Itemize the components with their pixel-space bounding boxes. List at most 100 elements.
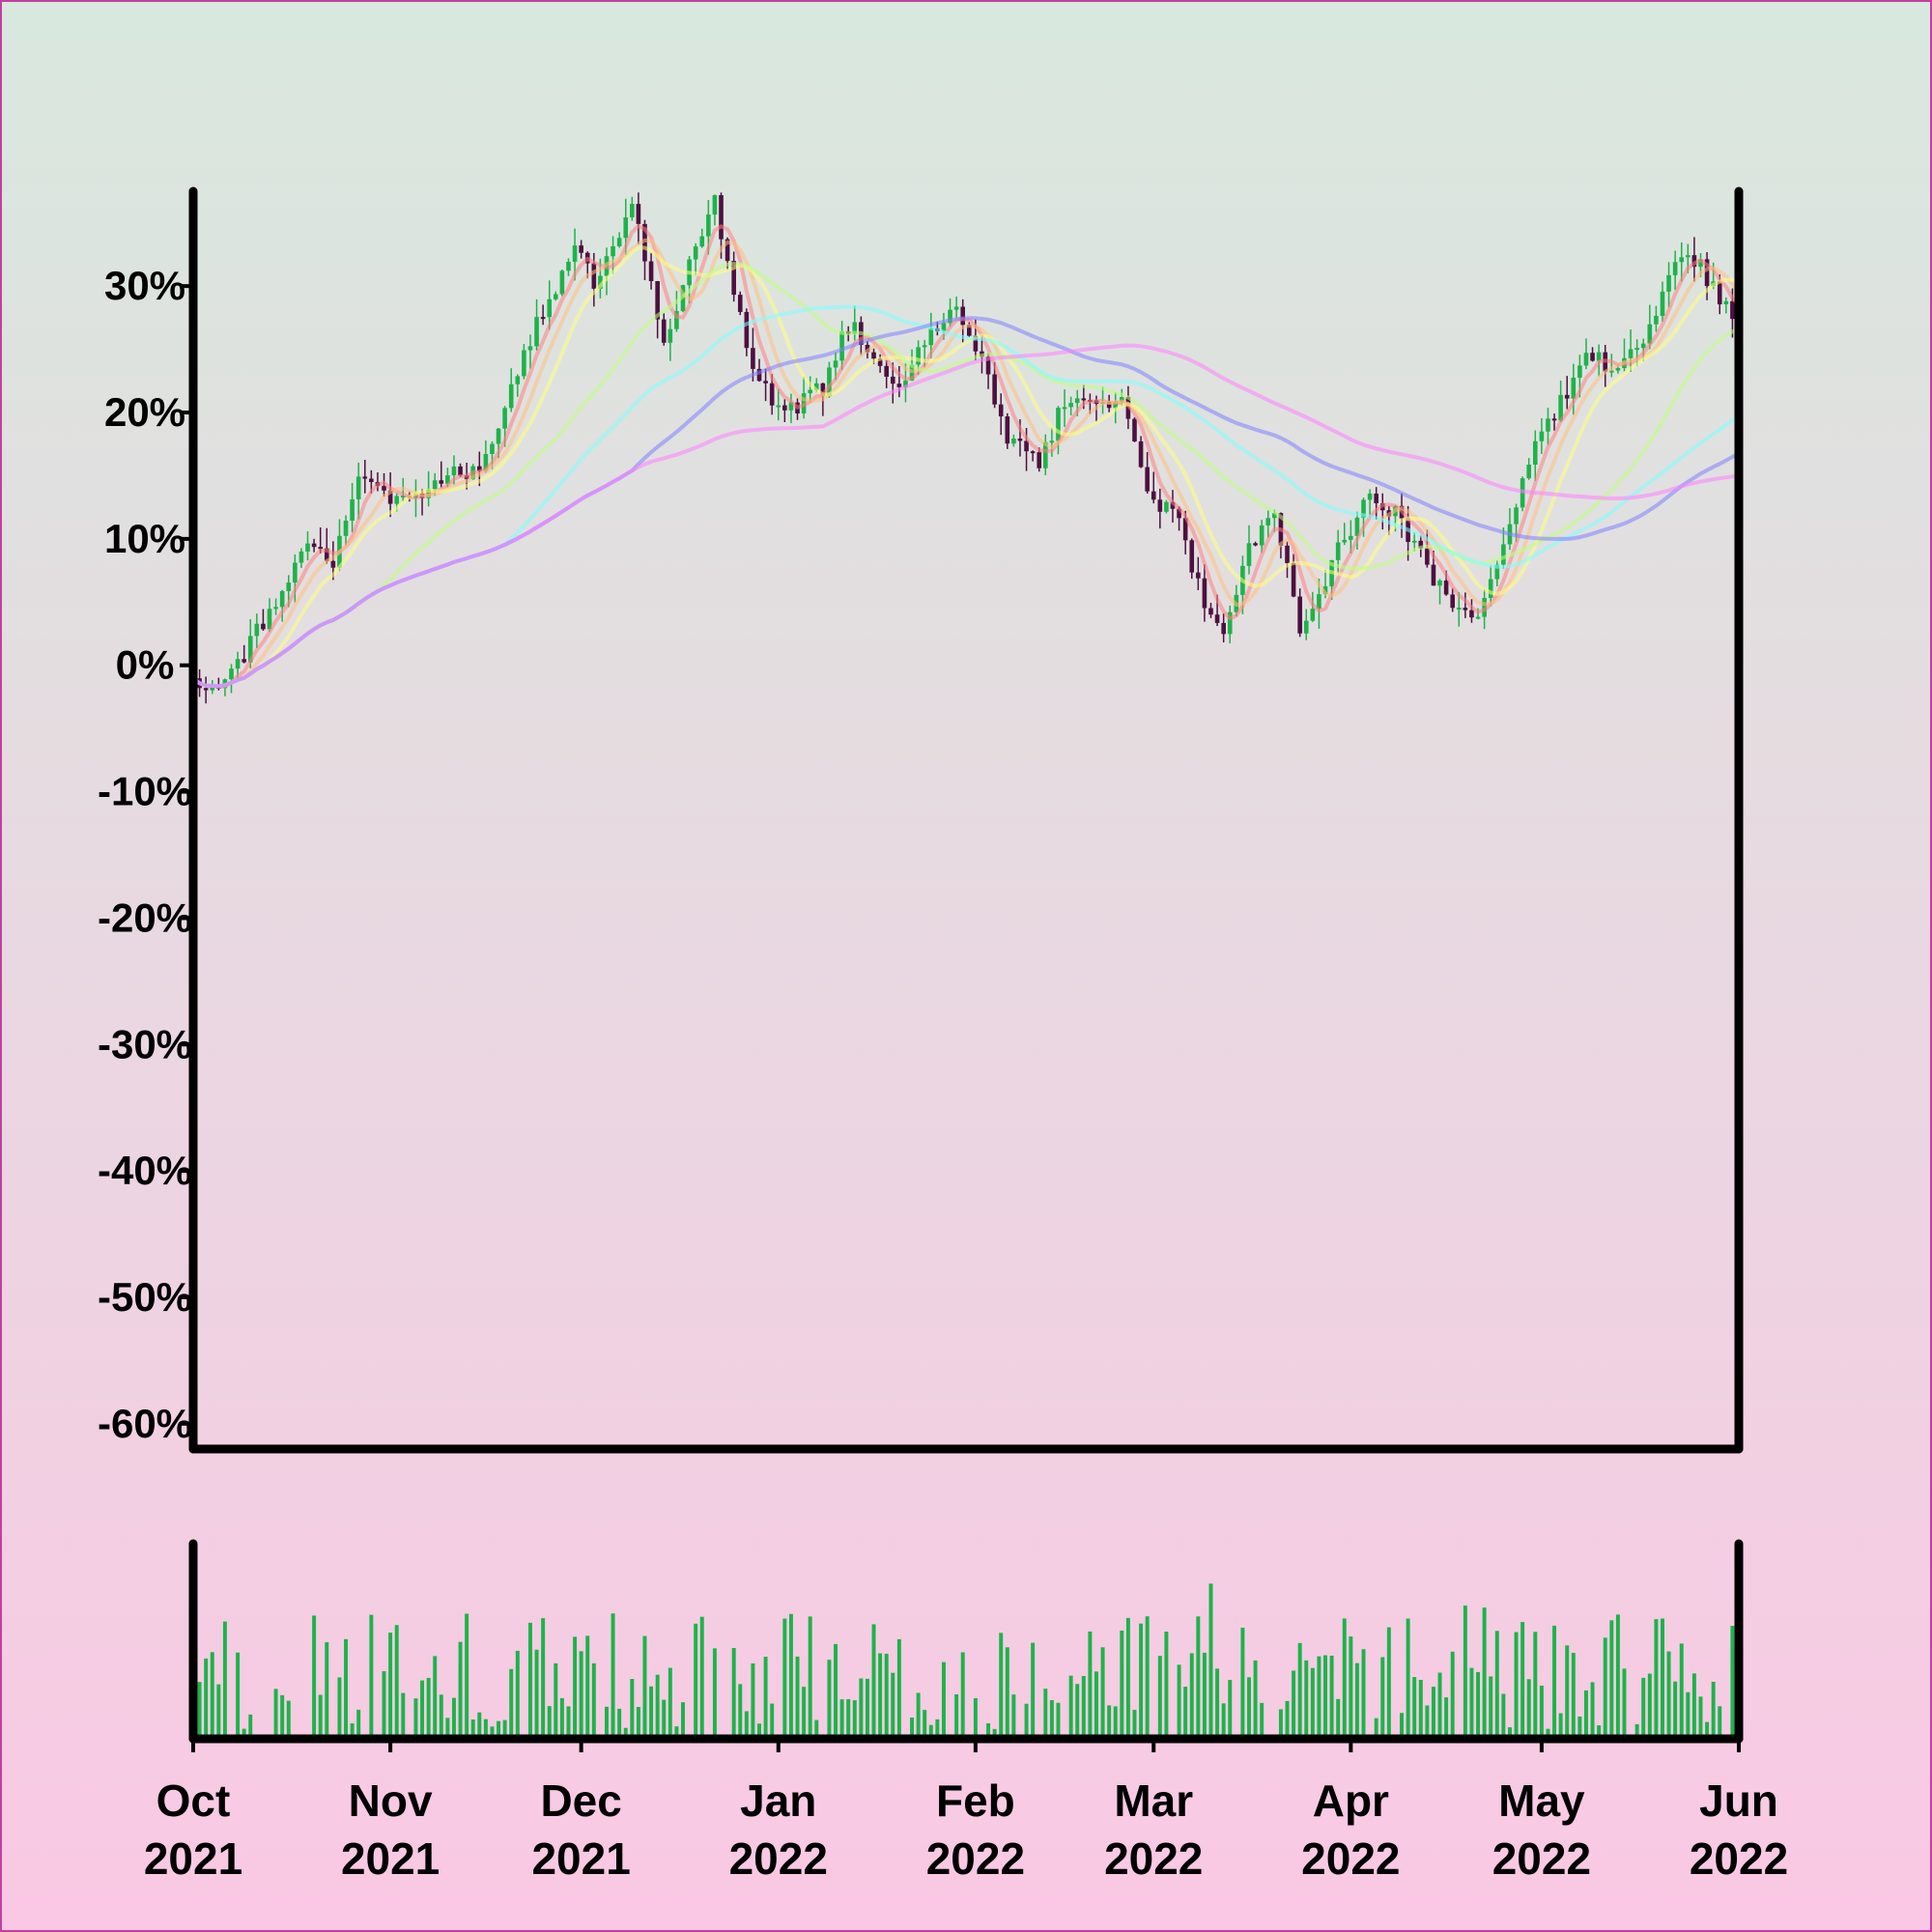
volume-bar: [318, 1694, 323, 1739]
candle-body: [1011, 438, 1016, 444]
candle: [1520, 476, 1525, 512]
candle-body: [483, 453, 489, 471]
candle: [311, 538, 317, 553]
x-tick-year: 2021: [341, 1833, 440, 1884]
candle-body: [1170, 501, 1176, 509]
candle-body: [1208, 608, 1213, 615]
candle-body: [330, 560, 336, 568]
volume-bar: [325, 1642, 329, 1739]
volume-bar: [1380, 1657, 1385, 1739]
volume-bars: [197, 1583, 1741, 1739]
volume-bar: [1686, 1691, 1690, 1739]
candle: [744, 308, 750, 356]
candle-body: [1640, 343, 1646, 349]
volume-bar: [986, 1723, 991, 1739]
volume-panel: [188, 1539, 1744, 1744]
candle: [324, 527, 329, 564]
candle-body: [890, 376, 895, 384]
candle-body: [566, 261, 571, 271]
volume-bar: [814, 1719, 819, 1739]
candle-body: [871, 352, 876, 359]
volume-bar: [1666, 1651, 1671, 1739]
volume-bar: [1386, 1627, 1391, 1739]
volume-bar: [839, 1699, 844, 1739]
candle-body: [1367, 493, 1373, 500]
volume-bar: [1349, 1636, 1353, 1739]
candle-body: [916, 347, 921, 365]
candle-body: [1654, 316, 1659, 325]
candle-body: [776, 405, 781, 408]
candle: [1246, 525, 1252, 575]
volume-bar: [1450, 1651, 1455, 1739]
volume-bar: [1031, 1642, 1036, 1739]
volume-bar: [1056, 1702, 1061, 1739]
volume-bar: [1310, 1667, 1315, 1739]
candle: [1564, 376, 1570, 410]
volume-bar: [1107, 1705, 1112, 1739]
moving-average-line: [191, 343, 1740, 689]
candle: [1494, 560, 1500, 586]
volume-bar: [1476, 1671, 1481, 1739]
volume-bar: [1603, 1637, 1607, 1739]
volume-bar: [1718, 1706, 1722, 1739]
candle: [693, 242, 698, 275]
candle-body: [1349, 535, 1353, 540]
x-tick-year: 2022: [1492, 1833, 1591, 1884]
candle: [1196, 556, 1201, 590]
candle: [1297, 588, 1302, 638]
volume-bar: [1260, 1702, 1264, 1739]
volume-bar: [1196, 1616, 1201, 1739]
moving-average-lines: [191, 223, 1741, 689]
candle: [668, 319, 673, 361]
volume-bar: [636, 1707, 640, 1739]
volume-bar: [465, 1613, 469, 1739]
candle-body: [242, 659, 246, 663]
volume-bar: [617, 1708, 622, 1739]
moving-average-line: [191, 238, 1741, 689]
candle: [808, 376, 812, 403]
volume-bar: [1317, 1656, 1321, 1739]
candle-body: [1609, 370, 1614, 373]
volume-bar: [1336, 1698, 1341, 1739]
volume-bar: [878, 1653, 883, 1739]
candle: [1285, 541, 1290, 579]
volume-bar: [1120, 1630, 1124, 1739]
volume-bar: [1285, 1700, 1290, 1739]
candle: [776, 388, 781, 421]
candle-body: [1037, 452, 1042, 469]
volume-bar: [992, 1728, 997, 1739]
volume-bar: [1081, 1675, 1086, 1739]
volume-bar: [611, 1613, 615, 1739]
candle-body: [884, 365, 889, 377]
candle-body: [1539, 431, 1545, 441]
volume-bar: [356, 1709, 361, 1739]
candle: [242, 644, 246, 664]
candle-body: [1717, 281, 1722, 305]
candle-body: [763, 381, 768, 384]
volume-bar: [1183, 1687, 1188, 1739]
y-tick-label: 20%: [104, 389, 185, 435]
candle-body: [439, 480, 444, 484]
volume-bar: [1539, 1685, 1544, 1739]
candle-body: [1335, 542, 1341, 560]
candle-body: [1106, 402, 1112, 409]
volume-bar: [591, 1662, 596, 1739]
candle: [579, 240, 583, 259]
volume-bar: [731, 1648, 736, 1739]
candle-body: [1418, 540, 1424, 549]
candle: [1170, 490, 1176, 523]
candle-body: [1660, 291, 1665, 317]
x-tick-month: Oct: [156, 1776, 231, 1826]
candle-body: [1151, 491, 1156, 500]
x-tick-year: 2022: [1104, 1833, 1203, 1884]
volume-bar: [280, 1694, 285, 1739]
candle-body: [273, 607, 278, 610]
volume-bar: [655, 1674, 660, 1739]
x-tick-month: Mar: [1114, 1776, 1193, 1826]
volume-bar: [757, 1723, 761, 1739]
volume-bar: [1425, 1705, 1430, 1739]
candle-body: [1532, 440, 1538, 465]
candle: [616, 232, 622, 248]
volume-bar: [554, 1662, 558, 1739]
candle: [1227, 605, 1233, 644]
